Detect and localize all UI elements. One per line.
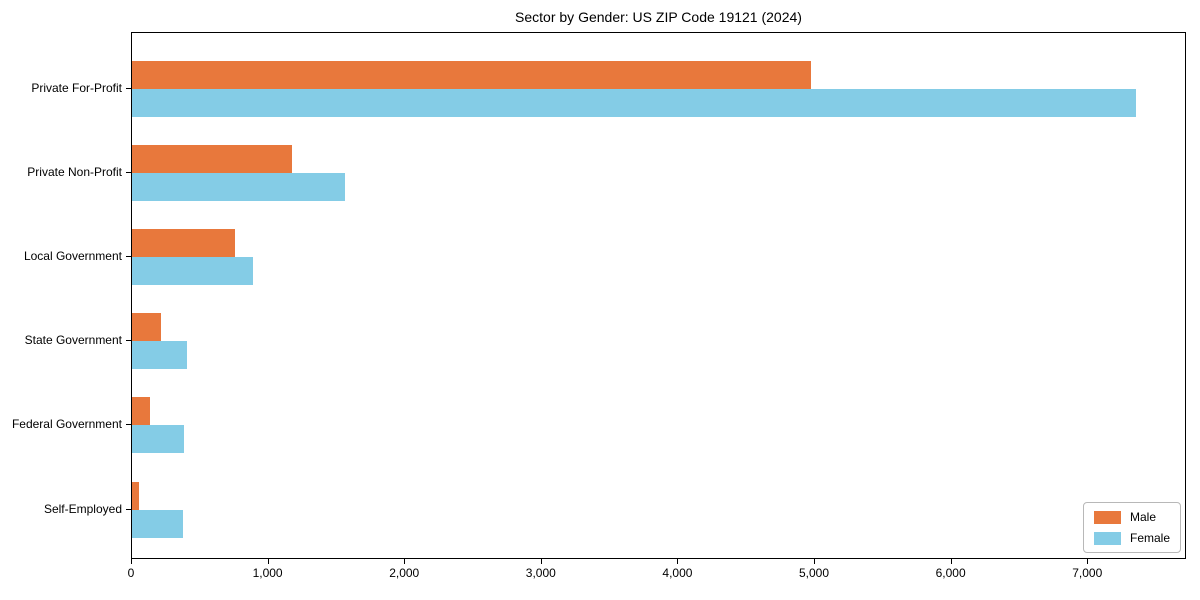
bar-male-2 <box>132 229 235 258</box>
legend-swatch-male <box>1093 510 1121 524</box>
bar-female-3 <box>132 341 187 370</box>
y-axis-label: Local Government <box>23 249 122 264</box>
x-tick-label: 4,000 <box>662 566 693 580</box>
y-tick-mark <box>126 424 131 426</box>
bar-female-1 <box>132 173 345 202</box>
bar-male-5 <box>132 481 140 510</box>
bar-male-1 <box>132 145 292 174</box>
bar-group-4 <box>132 397 1185 454</box>
bar-male-0 <box>132 61 811 89</box>
y-tick-mark <box>126 172 131 174</box>
x-tick-mark <box>814 559 816 564</box>
y-tick-mark <box>126 256 131 258</box>
x-tick-label: 3,000 <box>525 566 556 580</box>
bar-male-3 <box>132 313 162 342</box>
bar-female-4 <box>132 425 184 454</box>
x-tick-label: 5,000 <box>799 566 830 580</box>
x-tick-mark <box>267 559 269 564</box>
y-axis-label: Federal Government <box>11 417 122 432</box>
bar-female-2 <box>132 257 253 286</box>
y-axis-label: Private Non-Profit <box>27 165 122 180</box>
bar-female-5 <box>132 509 184 538</box>
bar-group-3 <box>132 313 1185 370</box>
x-tick-label: 0 <box>127 566 135 580</box>
legend-entry-female: Female <box>1093 531 1170 545</box>
bar-group-0 <box>132 61 1185 117</box>
x-tick-label: 6,000 <box>935 566 966 580</box>
legend-entry-male: Male <box>1093 510 1170 524</box>
chart-title: Sector by Gender: US ZIP Code 19121 (202… <box>515 9 802 25</box>
x-tick-mark <box>131 559 132 564</box>
bar-male-4 <box>132 397 150 426</box>
x-tick-mark <box>540 559 542 564</box>
legend-swatch-female <box>1093 531 1121 545</box>
x-tick-mark <box>950 559 952 564</box>
x-tick-label: 1,000 <box>252 566 283 580</box>
y-axis-label: Private For-Profit <box>31 81 122 95</box>
bar-group-2 <box>132 229 1185 286</box>
x-tick-mark <box>677 559 679 564</box>
x-tick-label: 2,000 <box>389 566 420 580</box>
x-tick-label: 7,000 <box>1072 566 1103 580</box>
legend-label-male: Male <box>1129 510 1156 524</box>
y-tick-mark <box>126 340 131 342</box>
y-tick-mark <box>126 88 131 89</box>
y-axis-label: Self-Employed <box>43 501 122 516</box>
y-axis-label: State Government <box>24 333 122 348</box>
bar-female-0 <box>132 89 1136 117</box>
x-tick-mark <box>404 559 406 564</box>
bar-group-5 <box>132 481 1185 538</box>
y-tick-mark <box>126 508 131 510</box>
x-tick-mark <box>1087 559 1089 564</box>
legend: Male Female <box>1082 502 1181 553</box>
bar-group-1 <box>132 145 1185 202</box>
legend-label-female: Female <box>1129 531 1170 545</box>
plot-area: Male Female <box>131 32 1186 559</box>
